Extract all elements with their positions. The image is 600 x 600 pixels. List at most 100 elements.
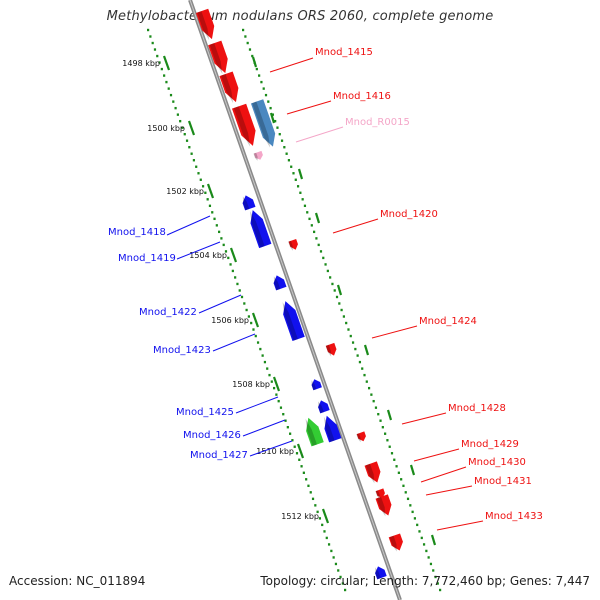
outer-dots bbox=[242, 28, 442, 592]
gene-1423-arrow-body bbox=[283, 301, 305, 342]
outer-dot bbox=[365, 380, 368, 383]
ruler-dot bbox=[275, 393, 278, 396]
gene-1430-arrow bbox=[375, 488, 385, 500]
ruler-dot bbox=[160, 67, 163, 71]
outer-dot bbox=[287, 159, 291, 162]
gene-1431-arrow-shade bbox=[376, 496, 386, 517]
outer-dot bbox=[358, 360, 362, 364]
gene-1431-arrow-body bbox=[375, 494, 392, 516]
outer-dot bbox=[361, 367, 364, 370]
leader-mnod-1433 bbox=[436, 520, 484, 531]
ruler-dot bbox=[250, 321, 253, 325]
ruler-dot bbox=[215, 224, 218, 227]
ruler-tick bbox=[251, 312, 260, 328]
ruler-dot bbox=[337, 569, 340, 572]
ruler-dot bbox=[256, 341, 260, 344]
outer-dot bbox=[381, 426, 384, 429]
outer-dot bbox=[384, 432, 387, 435]
ruler-dot bbox=[298, 458, 301, 461]
ruler-dot bbox=[307, 484, 310, 488]
outer-dot bbox=[290, 165, 293, 168]
outer-dot bbox=[400, 478, 403, 481]
ruler-tick bbox=[296, 443, 305, 459]
leader-mnod-r0015 bbox=[295, 126, 344, 143]
outer-dot bbox=[351, 341, 355, 344]
outer-tick bbox=[297, 168, 304, 180]
backbone-highlight bbox=[189, 0, 401, 600]
gene-1415-arrow bbox=[208, 40, 228, 75]
outer-dot bbox=[301, 198, 304, 201]
outer-dot bbox=[356, 354, 359, 357]
gene-1430-arrow-body bbox=[375, 488, 385, 499]
ruler-dot bbox=[334, 562, 338, 566]
gene-1428-arrow bbox=[356, 431, 366, 443]
outer-tick bbox=[386, 409, 393, 421]
gene-label-mnod-1431: Mnod_1431 bbox=[474, 476, 532, 487]
gene-1415b-arrow-shade bbox=[220, 74, 234, 104]
ruler-tick-label: 1504 kbp bbox=[189, 251, 227, 260]
outer-dot bbox=[406, 497, 410, 501]
ruler-dot bbox=[156, 54, 159, 58]
ruler-tick bbox=[321, 508, 330, 524]
gene-1414-arrow-body bbox=[195, 8, 215, 40]
outer-tick bbox=[409, 464, 416, 476]
ruler-tick-label: 1512 kbp bbox=[281, 512, 319, 521]
outer-dot bbox=[374, 406, 378, 409]
leader-mnod-1429 bbox=[413, 448, 460, 462]
gene-1416-arrow-body bbox=[231, 103, 256, 146]
outer-dot bbox=[429, 562, 433, 566]
gene-label-mnod-1424: Mnod_1424 bbox=[419, 316, 477, 327]
gene-1426b-arrow-body bbox=[324, 415, 342, 443]
outer-dot bbox=[285, 152, 288, 155]
outer-dot bbox=[372, 399, 375, 403]
outer-dot bbox=[436, 582, 439, 585]
ruler-tick-label: 1506 kbp bbox=[211, 316, 249, 325]
genome-summary: Topology: circular; Length: 7,772,460 bp… bbox=[260, 574, 590, 588]
gene-1420-arrow-body bbox=[288, 238, 298, 250]
outer-dot bbox=[248, 48, 252, 51]
gene-1419-arrow-shade bbox=[249, 211, 265, 248]
leader-mnod-1424 bbox=[371, 325, 418, 339]
outer-tick bbox=[251, 56, 258, 68]
ruler-dot bbox=[270, 380, 273, 383]
gene-1430-arrow-shade bbox=[375, 490, 380, 500]
ruler-dot bbox=[279, 406, 283, 409]
ruler-tick-label: 1498 kbp bbox=[122, 59, 160, 68]
ruler-dot bbox=[147, 28, 150, 32]
outer-dot bbox=[427, 556, 430, 559]
gene-R0015-arrow-body bbox=[253, 150, 263, 160]
outer-dot bbox=[377, 412, 380, 416]
gene-1419-arrow bbox=[249, 210, 272, 249]
outer-dot bbox=[347, 328, 350, 331]
outer-dot bbox=[367, 386, 371, 390]
outer-dot bbox=[393, 458, 396, 461]
ruler-dot bbox=[284, 419, 287, 422]
outer-dot bbox=[390, 452, 394, 455]
gene-bottom-arrow bbox=[375, 566, 387, 580]
gene-rrna-arrow-body bbox=[250, 99, 276, 147]
outer-tick bbox=[430, 534, 437, 546]
leader-mnod-1428 bbox=[401, 412, 447, 425]
outer-dot bbox=[244, 35, 247, 38]
ruler-tick-label: 1510 kbp bbox=[256, 447, 294, 456]
gene-1433-arrow-body bbox=[388, 533, 403, 551]
ruler-dot bbox=[254, 334, 257, 338]
gene-rrna-arrow bbox=[250, 99, 276, 148]
leader-mnod-1420 bbox=[332, 218, 379, 234]
ruler-dot bbox=[220, 237, 223, 240]
gene-1425-arrow bbox=[311, 379, 322, 391]
ruler-dot bbox=[163, 74, 166, 77]
ruler-dot bbox=[218, 230, 221, 234]
gene-1433-arrow-shade bbox=[389, 535, 397, 552]
outer-dot bbox=[418, 530, 421, 533]
ruler-dot bbox=[149, 35, 152, 38]
gene-1422-arrow bbox=[273, 275, 287, 291]
gene-label-mnod-1423: Mnod_1423 bbox=[153, 345, 211, 356]
ruler-dot bbox=[201, 185, 205, 188]
outer-dot bbox=[335, 295, 339, 299]
gene-label-mnod-1429: Mnod_1429 bbox=[461, 439, 519, 450]
outer-dot bbox=[262, 87, 265, 90]
outer-dot bbox=[258, 74, 261, 77]
gene-label-mnod-1425: Mnod_1425 bbox=[176, 407, 234, 418]
